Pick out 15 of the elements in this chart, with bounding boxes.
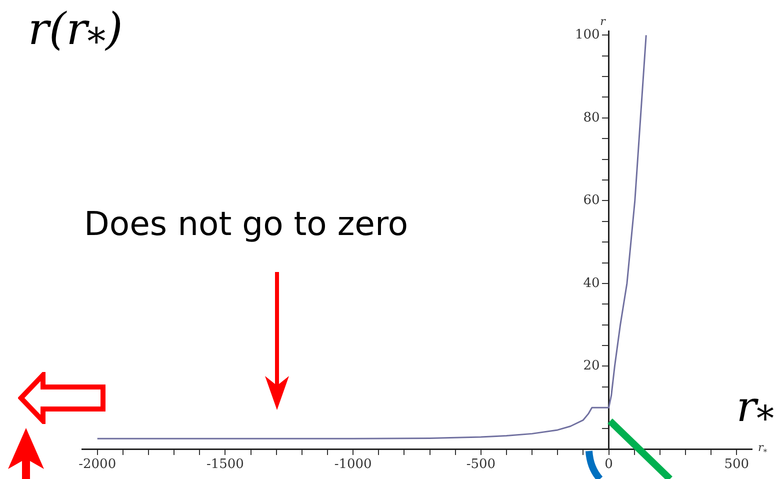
x-tick-label: -500 bbox=[466, 456, 496, 472]
annotation: Does not go to zero bbox=[84, 204, 408, 243]
chart-title: r(r$_{*}$) bbox=[28, 4, 123, 63]
x-tick-label: -2000 bbox=[78, 456, 116, 472]
y-tick-label: 20 bbox=[583, 358, 600, 374]
y-axis-title: r bbox=[600, 15, 606, 28]
y-tick-label: 40 bbox=[583, 276, 600, 291]
x-tick-label: 500 bbox=[724, 456, 750, 472]
x-tick-label: 0 bbox=[604, 456, 613, 472]
y-tick-label: 80 bbox=[583, 110, 600, 126]
x-tick-label: -1500 bbox=[206, 456, 244, 472]
y-tick-label: 60 bbox=[583, 193, 600, 208]
x-tick-label: -1000 bbox=[334, 456, 372, 472]
annotation: r$_{*}$ bbox=[736, 382, 774, 440]
y-tick-label: 100 bbox=[574, 28, 600, 43]
